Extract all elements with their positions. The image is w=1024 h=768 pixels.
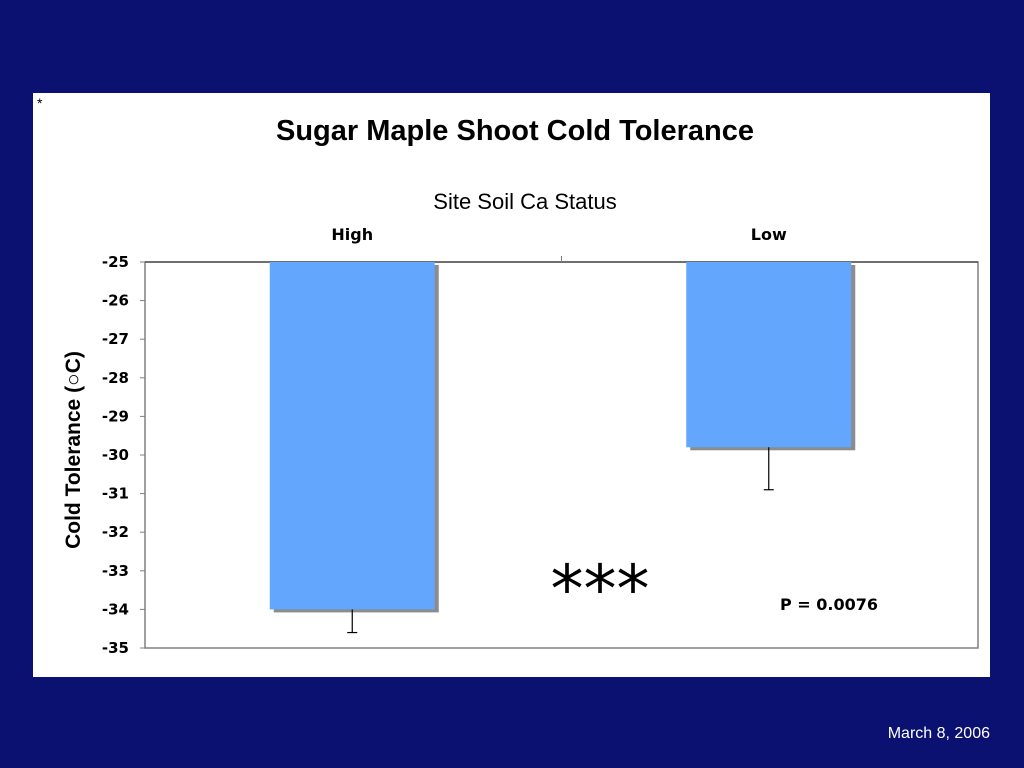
y-axis-label: Cold Tolerance (○C) (62, 351, 85, 549)
y-tick-label: -30 (102, 446, 129, 464)
y-tick-label: -29 (102, 407, 129, 425)
corner-mark: * (37, 95, 43, 111)
y-tick-label: -25 (102, 253, 129, 271)
y-tick-label: -35 (102, 639, 129, 657)
footer-date: March 8, 2006 (887, 725, 990, 742)
y-tick-label: -26 (102, 292, 129, 310)
y-tick-label: -28 (102, 369, 129, 387)
y-tick-label: -33 (102, 562, 129, 580)
chart-subtitle: Site Soil Ca Status (433, 189, 616, 214)
significance-stars: *** (551, 551, 650, 628)
bar-low (686, 262, 852, 448)
y-tick-label: -27 (102, 330, 129, 348)
x-category-label: Low (751, 225, 787, 244)
y-tick-label: -34 (102, 600, 129, 618)
p-value-label: P = 0.0076 (780, 595, 878, 614)
y-tick-label: -31 (102, 485, 129, 503)
y-tick-label: -32 (102, 523, 129, 541)
bar-high (269, 262, 435, 610)
x-category-label: High (331, 225, 373, 244)
chart-title: Sugar Maple Shoot Cold Tolerance (276, 115, 754, 147)
